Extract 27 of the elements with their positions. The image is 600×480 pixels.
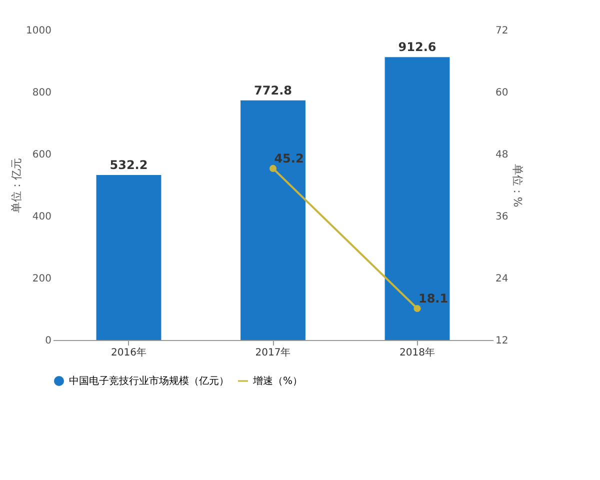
y2-tick-label: 60 xyxy=(496,88,508,98)
legend-label: 增速（%） xyxy=(252,375,303,387)
data-label: 45.2 xyxy=(274,151,304,166)
y-tick-label: 400 xyxy=(32,212,52,222)
y2-tick-label: 48 xyxy=(496,150,508,160)
x-tick-label: 2018年 xyxy=(400,346,435,358)
y-axis-title: 单位：亿元 xyxy=(10,158,24,213)
x-tick-label: 2016年 xyxy=(111,346,146,358)
y2-axis-title: 单位：% xyxy=(511,164,524,208)
data-label: 18.1 xyxy=(418,291,448,306)
y-tick-label: 1000 xyxy=(26,26,52,36)
y2-tick-label: 12 xyxy=(496,336,508,346)
y2-tick-label: 24 xyxy=(496,274,508,284)
y2-tick-label: 36 xyxy=(496,212,508,222)
data-label: 772.8 xyxy=(254,83,292,98)
bar xyxy=(240,100,306,340)
bar xyxy=(96,175,162,340)
y-tick-label: 200 xyxy=(32,274,52,284)
data-label: 532.2 xyxy=(110,158,148,172)
legend-label: 中国电子竞技行业市场规模（亿元） xyxy=(69,375,229,387)
y-tick-label: 0 xyxy=(45,336,52,346)
y2-tick-label: 72 xyxy=(496,26,508,36)
y-tick-label: 600 xyxy=(32,150,52,160)
y-tick-label: 800 xyxy=(32,88,52,98)
x-tick-label: 2017年 xyxy=(255,346,291,358)
data-label: 912.6 xyxy=(398,40,436,54)
bar xyxy=(384,57,450,340)
